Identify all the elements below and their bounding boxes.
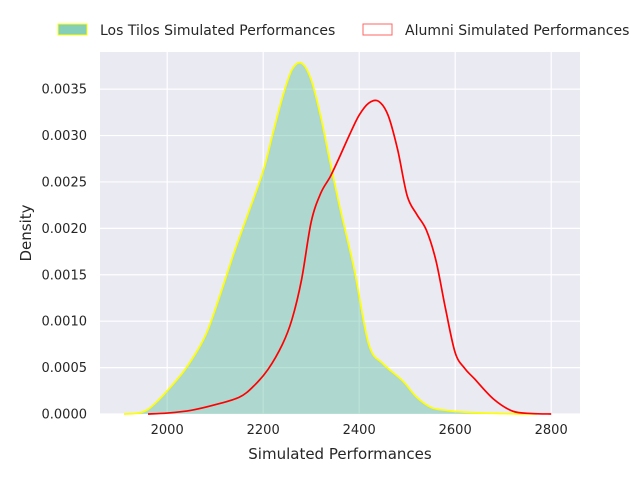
x-tick-label: 2200 — [247, 423, 280, 438]
y-axis-label: Density — [17, 204, 35, 261]
los-tilos-legend-label: Los Tilos Simulated Performances — [100, 23, 335, 39]
x-tick-label: 2600 — [439, 423, 472, 438]
y-tick-label: 0.0015 — [42, 268, 88, 283]
x-tick-label: 2000 — [151, 423, 184, 438]
y-tick-label: 0.0020 — [42, 222, 88, 237]
y-tick-label: 0.0035 — [42, 83, 88, 98]
series-layer — [123, 61, 552, 415]
y-tick-label: 0.0010 — [42, 315, 88, 330]
alumni-density-line — [147, 99, 552, 415]
x-axis-label: Simulated Performances — [248, 445, 432, 463]
y-tick-label: 0.0030 — [42, 129, 88, 144]
legend: Los Tilos Simulated Performances Alumni S… — [57, 23, 629, 39]
y-axis-ticks: 0.0000 0.0005 0.0010 0.0015 0.0020 0.0025 0.00… — [42, 83, 88, 423]
alumni-legend-swatch — [362, 23, 393, 36]
y-tick-label: 0.0000 — [42, 408, 88, 423]
x-axis-ticks: 2000 2200 2400 2600 2800 — [151, 423, 568, 438]
y-tick-label: 0.0005 — [42, 361, 88, 376]
plot-area — [100, 52, 580, 414]
los-tilos-density-line — [123, 61, 537, 415]
los-tilos-density-fill — [124, 62, 537, 415]
grid-lines — [100, 52, 580, 415]
x-tick-label: 2800 — [535, 423, 568, 438]
alumni-legend-label: Alumni Simulated Performances — [405, 23, 629, 39]
y-tick-label: 0.0025 — [42, 175, 88, 190]
x-tick-label: 2400 — [343, 423, 376, 438]
los-tilos-legend-swatch — [57, 23, 88, 36]
